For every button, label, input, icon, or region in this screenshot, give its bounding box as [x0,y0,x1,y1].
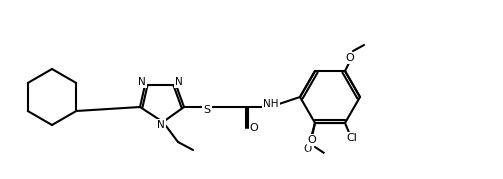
Text: N: N [157,120,165,130]
Text: O: O [249,123,259,133]
Text: N: N [175,77,183,87]
Text: NH: NH [263,99,279,109]
Text: S: S [203,105,211,115]
Text: N: N [138,77,146,87]
Text: O: O [346,53,355,63]
Text: methoxy_1: methoxy_1 [287,151,345,161]
Text: O: O [304,144,312,154]
Text: Cl: Cl [347,133,358,143]
Text: O: O [308,135,316,145]
